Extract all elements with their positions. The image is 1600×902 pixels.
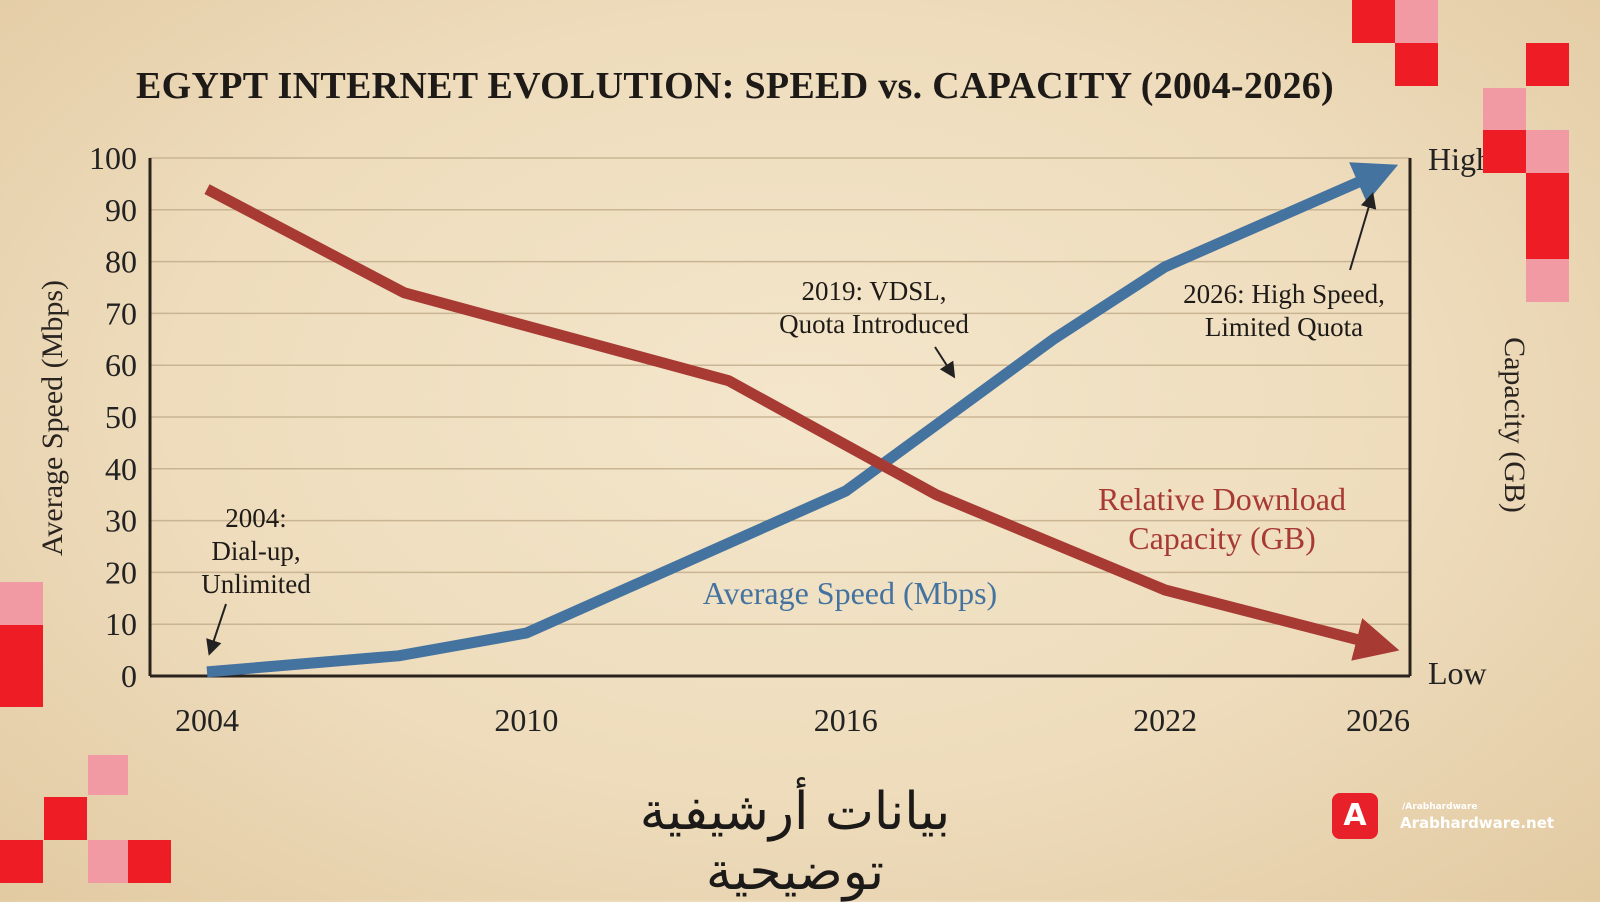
annotation-text: 2019: VDSL, (801, 276, 946, 306)
x-tick-label: 2010 (494, 702, 558, 738)
annotation-text: Unlimited (201, 569, 311, 599)
y-tick-label: 10 (105, 606, 137, 642)
annotation-text: 2026: High Speed, (1183, 279, 1385, 309)
y-tick-label: 60 (105, 347, 137, 383)
x-tick-label: 2016 (814, 702, 878, 738)
y-tick-label: 90 (105, 192, 137, 228)
annotation-arrow (210, 604, 226, 652)
y2-tick-low: Low (1428, 655, 1487, 691)
y-tick-label: 20 (105, 554, 137, 590)
site-name: Arabhardware.net (1400, 814, 1554, 832)
x-tick-label: 2022 (1133, 702, 1197, 738)
capacity-series-label: Capacity (GB) (1128, 520, 1316, 556)
social-handle: /Arabhardware (1402, 802, 1478, 812)
y-tick-label: 70 (105, 295, 137, 331)
annotation-text: Dial-up, (211, 536, 300, 566)
annotation-arrow (935, 347, 953, 375)
x-tick-label: 2004 (175, 702, 239, 738)
y-tick-label: 100 (89, 140, 137, 176)
y-tick-label: 50 (105, 399, 137, 435)
annotation-text: Limited Quota (1205, 312, 1363, 342)
y-tick-label: 30 (105, 503, 137, 539)
arabic-caption: بيانات أرشيفية توضيحية (560, 782, 1030, 902)
y-tick-label: 0 (121, 658, 137, 694)
y2-axis-label: Capacity (GB) (1498, 337, 1531, 513)
capacity-series-label: Relative Download (1098, 481, 1346, 517)
arabhardware-logo: A (1332, 793, 1378, 839)
y-axis-label: Average Speed (Mbps) (36, 280, 69, 556)
annotation-text: Quota Introduced (779, 309, 969, 339)
annotation-arrow (1350, 196, 1372, 270)
speed-series-label: Average Speed (Mbps) (703, 575, 997, 611)
y-tick-label: 80 (105, 244, 137, 280)
y-tick-label: 40 (105, 451, 137, 487)
x-tick-label: 2026 (1346, 702, 1410, 738)
annotation-text: 2004: (225, 503, 287, 533)
chart-title: EGYPT INTERNET EVOLUTION: SPEED vs. CAPA… (0, 64, 1470, 108)
